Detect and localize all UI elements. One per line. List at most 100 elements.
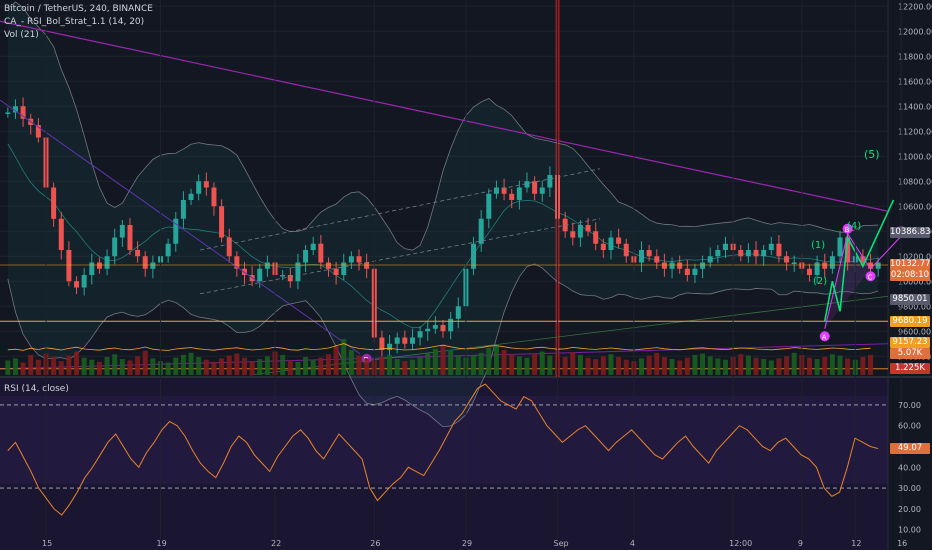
volume-bar (501, 350, 507, 375)
candle-body (348, 256, 354, 263)
volume-bar (860, 357, 866, 375)
volume-bar (196, 357, 202, 375)
volume-bar (104, 357, 110, 375)
candle-body (35, 125, 41, 138)
price-tick-label: 10000.00 (898, 277, 932, 286)
candle-body (593, 231, 599, 244)
elliott-wave-path (823, 199, 895, 322)
candle-body (532, 181, 538, 194)
volume-bar (845, 358, 851, 375)
candle-body (478, 218, 484, 244)
volume-bar (135, 356, 141, 375)
candle-body (616, 237, 622, 244)
candle-body (196, 181, 202, 194)
candle-body (188, 193, 194, 200)
candle-body (700, 262, 706, 269)
candle-body (822, 262, 828, 269)
price-tag: 5.07K (890, 347, 930, 359)
time-tick-label: 16 (897, 539, 907, 548)
volume-bar (348, 350, 354, 375)
indicator-legend[interactable]: CA_- RSI_Bol_Strat_1.1 (14, 20) (4, 17, 145, 27)
volume-bar (623, 359, 629, 375)
rsi-tick-label: 20.00 (898, 505, 921, 514)
volume-bar (509, 354, 515, 375)
rsi-legend[interactable]: RSI (14, close) (4, 384, 69, 394)
candle-body (150, 262, 156, 269)
volume-bar (417, 357, 423, 375)
time-tick-label: 19 (157, 539, 167, 548)
candle-body (715, 250, 721, 257)
pattern-b-circle (842, 223, 853, 234)
candle-body (784, 256, 790, 263)
candle-body (341, 262, 347, 275)
volume-legend[interactable]: Vol (21) (4, 30, 39, 40)
price-tick-label: 12200.00 (898, 2, 932, 11)
time-tick-label: 9 (798, 539, 803, 548)
price-tick-label: 9600.00 (898, 327, 931, 336)
candle-body (707, 256, 713, 263)
volume-bar (318, 357, 324, 375)
candle-body (112, 237, 118, 257)
volume-bar (280, 354, 286, 375)
volume-bar (5, 360, 11, 375)
wave-label-5: (5) (864, 148, 880, 161)
candle-body (89, 262, 95, 275)
candle-body (180, 200, 186, 219)
volume-bar (829, 354, 835, 375)
volume-bar (547, 355, 553, 375)
symbol-legend[interactable]: Bitcoin / TetherUS, 240, BINANCE (4, 4, 153, 14)
volume-bar (241, 357, 247, 375)
candle-body (761, 250, 767, 257)
candle-body (875, 262, 881, 269)
volume-bar (516, 356, 522, 375)
candle-body (379, 337, 385, 350)
time-tick-label: 22 (271, 539, 281, 548)
green-trend-line (249, 295, 889, 376)
volume-bar (66, 355, 72, 375)
pattern-a-circle (819, 331, 830, 342)
volume-bar (409, 359, 415, 375)
candle-body (722, 243, 728, 250)
time-tick-label: 12 (851, 539, 861, 548)
volume-bar (837, 355, 843, 375)
volume-bar (112, 354, 118, 375)
volume-bar (722, 359, 728, 375)
candle-body (219, 206, 225, 238)
volume-bar (539, 351, 545, 375)
pattern-b-text: B (845, 226, 850, 234)
candle-body (745, 250, 751, 257)
candle-body (318, 243, 324, 263)
volume-bar (776, 358, 782, 375)
candle-body (692, 268, 698, 275)
candle-body (81, 275, 87, 288)
volume-bar (753, 357, 759, 375)
volume-bar (89, 359, 95, 375)
price-tick-label: 11400.00 (898, 102, 932, 111)
volume-bar (58, 361, 64, 375)
candle-body (776, 243, 782, 257)
volume-ma (7, 343, 871, 351)
price-tag: 02:08:10 (890, 270, 930, 282)
volume-bar (127, 360, 133, 375)
volume-bar (142, 350, 148, 375)
candle-body (516, 187, 522, 200)
candle-body (493, 187, 499, 194)
wave-label-2: (2) (813, 276, 828, 287)
price-tag: 10132.77 (890, 259, 931, 271)
volume-bar (310, 359, 316, 375)
rsi-band-fill (0, 396, 888, 484)
volume-bar (51, 357, 57, 375)
rsi-tick-label: 40.00 (898, 463, 921, 472)
volume-bar (226, 355, 232, 375)
candle-body (440, 325, 446, 332)
volume-bar (180, 354, 186, 375)
candle-body (5, 112, 11, 114)
volume-bar (425, 353, 431, 375)
candle-body (547, 175, 553, 188)
price-tick-label: 10600.00 (898, 202, 932, 211)
volume-bar (295, 361, 301, 375)
rsi-tick-label: 70.00 (898, 401, 921, 410)
rsi-tick-label: 10.00 (898, 526, 921, 535)
